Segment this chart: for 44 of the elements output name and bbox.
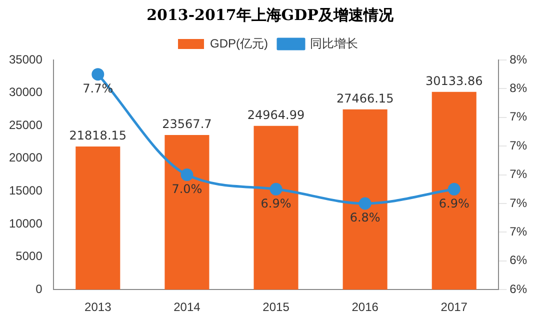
- data-label: 30133.86: [425, 74, 483, 88]
- y2-tick-label: 7%: [510, 224, 528, 239]
- data-label: 24964.99: [247, 108, 305, 122]
- data-label: 7.0%: [172, 182, 202, 196]
- y-tick-label: 5000: [16, 249, 43, 264]
- y2-tick-label: 6%: [510, 282, 528, 296]
- y2-tick-label: 8%: [510, 52, 528, 66]
- x-tick-label: 2015: [262, 300, 290, 314]
- point: [180, 168, 194, 182]
- point: [270, 182, 282, 196]
- y-tick-label: 30000: [8, 85, 43, 100]
- bar: [164, 134, 210, 290]
- point: [358, 197, 372, 210]
- legend-label: 同比增长: [310, 36, 358, 50]
- data-label: 27466.15: [336, 92, 394, 106]
- bar: [254, 126, 298, 290]
- y2-tick-label: 7%: [510, 138, 528, 152]
- bar: [76, 146, 120, 290]
- bar: [342, 109, 388, 290]
- x-tick-label: 2016: [352, 300, 379, 314]
- x-tick-label: 2014: [174, 300, 201, 314]
- y2-tick-label: 7%: [510, 110, 528, 124]
- legend-label: GDP(亿元): [210, 36, 268, 50]
- data-label: 6.8%: [350, 210, 380, 225]
- x-tick-label: 2013: [84, 300, 112, 314]
- y2-tick-label: 6%: [510, 253, 528, 268]
- point: [448, 182, 460, 196]
- data-label: 21818.15: [69, 128, 127, 143]
- y-tick-label: 35000: [8, 52, 43, 66]
- y-tick-label: 20000: [8, 150, 43, 165]
- data-label: 6.9%: [260, 196, 292, 210]
- chart-title: 2013-2017年上海GDP及增速情况: [146, 6, 394, 25]
- y-tick-label: 15000: [8, 184, 43, 198]
- data-label: 6.9%: [438, 196, 470, 210]
- y-tick-label: 0: [36, 282, 43, 296]
- data-label: 23567.7: [162, 117, 212, 132]
- point: [92, 68, 104, 81]
- bar: [432, 92, 476, 290]
- y2-tick-label: 8%: [510, 81, 528, 96]
- y-tick-label: 25000: [8, 118, 43, 132]
- x-tick-label: 2017: [440, 300, 468, 314]
- y2-tick-label: 7%: [510, 167, 528, 182]
- y2-tick-label: 7%: [510, 196, 528, 210]
- y-tick-label: 10000: [8, 216, 43, 230]
